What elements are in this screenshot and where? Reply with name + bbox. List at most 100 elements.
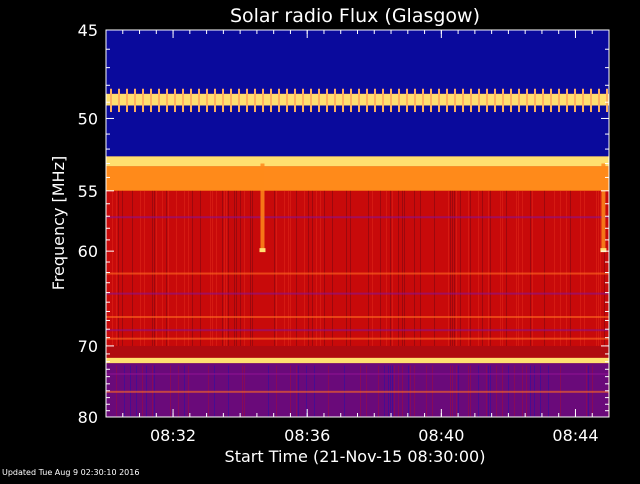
x-tick-label: 08:32 [150,426,196,445]
texture-column [274,190,275,346]
dash-mark [606,88,608,113]
texture-column [240,190,241,346]
dash-mark [190,88,192,113]
texture-column [234,190,235,346]
dash-mark [478,88,480,113]
texture-column [398,190,399,346]
texture-stripe [106,315,609,318]
dash-mark [438,88,440,113]
texture-column [468,190,469,346]
texture-column [530,190,531,346]
dash-mark [166,88,168,113]
y-axis-label: Frequency [MHz] [49,156,68,290]
dash-mark [462,88,464,113]
dash-mark [222,88,224,113]
y-tick-label: 50 [78,109,98,128]
texture-column [604,190,605,346]
dash-mark [206,88,208,113]
band-3 [106,156,609,167]
band-7 [106,363,609,417]
dash-mark [318,88,320,113]
band-0 [106,30,609,94]
updated-timestamp: Updated Tue Aug 9 02:30:10 2016 [2,468,140,477]
texture-column [570,190,571,346]
texture-column [600,190,601,346]
texture-column [188,190,189,346]
y-tick-label: 45 [78,21,98,40]
dash-mark [246,88,248,113]
band-6 [106,357,609,364]
dash-mark [342,88,344,113]
texture-column [252,190,253,346]
dash-mark [110,88,112,113]
texture-column [584,190,585,346]
texture-column [456,190,457,346]
dash-mark [238,88,240,113]
texture-column [244,190,245,346]
texture-column [460,190,461,346]
texture-column [216,190,217,346]
texture-column [284,190,285,346]
dash-mark [270,88,272,113]
dash-mark [126,88,128,113]
texture-column [350,190,351,346]
dash-mark [390,88,392,113]
texture-column [312,190,313,346]
dash-mark [558,88,560,113]
texture-column [518,190,519,346]
dash-mark [326,88,328,113]
texture-column [380,190,381,346]
texture-column [324,190,325,346]
texture-column [516,190,517,346]
texture-column [212,190,213,346]
texture-column [222,190,223,346]
x-tick-label: 08:44 [552,426,598,445]
dash-mark [302,88,304,113]
chart-title: Solar radio Flux (Glasgow) [230,5,480,27]
texture-column [250,190,251,346]
texture-stripe [106,272,609,275]
texture-column [450,190,451,346]
dash-mark [534,88,536,113]
dash-mark [502,88,504,113]
dash-mark [414,88,416,113]
event-mark-1 [601,163,606,252]
texture-column [176,190,177,346]
dash-mark [518,88,520,113]
texture-stripe [106,216,609,219]
event-peak-1 [600,248,607,253]
dash-mark [494,88,496,113]
texture-column [470,190,471,346]
dash-mark [374,88,376,113]
texture-column [434,190,435,346]
event-mark-0 [260,163,265,252]
band-5 [106,190,609,346]
dash-mark [350,88,352,113]
texture-column [210,190,211,346]
texture-column [276,190,277,346]
band-dashes [110,88,608,113]
dash-mark [142,88,144,113]
dash-mark [134,88,136,113]
event-peak-0 [259,248,266,253]
texture-column [554,190,555,346]
dash-mark [278,88,280,113]
texture-column [346,190,347,346]
dash-mark [214,88,216,113]
dash-mark [470,88,472,113]
texture-stripe [106,372,609,375]
texture-column [122,190,123,346]
texture-column [506,190,507,346]
texture-stripe [106,337,609,340]
texture-column [390,190,391,346]
texture-column [544,190,545,346]
texture-column [200,190,201,346]
texture-column [112,190,113,346]
texture-column [296,190,297,346]
texture-column [522,190,523,346]
y-tick-label: 55 [78,182,98,201]
dash-mark [182,88,184,113]
texture-column [402,190,403,346]
texture-column [116,190,117,346]
